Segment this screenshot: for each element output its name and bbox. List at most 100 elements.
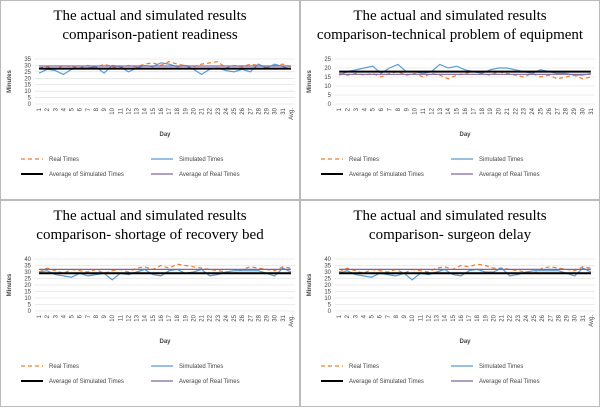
y-tick-label: 20	[24, 76, 31, 82]
x-tick-label: 17	[467, 314, 473, 321]
x-tick-label: 1	[337, 314, 343, 318]
y-tick-label: 30	[24, 63, 31, 69]
chart-panel: The actual and simulated results compari…	[0, 0, 300, 200]
x-tick-label: 18	[480, 107, 486, 114]
x-tick-label: 15	[451, 314, 457, 321]
legend-label: Simulated Times	[179, 364, 223, 370]
x-tick-label: 11	[421, 107, 427, 114]
y-tick-label: 35	[24, 264, 31, 270]
legend-label: Real Times	[349, 364, 379, 370]
legend-label: Simulated Times	[179, 157, 223, 163]
x-tick-label: 7	[388, 107, 394, 111]
x-tick-label: 26	[547, 107, 553, 114]
series-line	[339, 70, 591, 80]
x-tick-label: 18	[175, 314, 181, 321]
x-tick-label: 17	[167, 314, 173, 321]
y-tick-label: 10	[324, 84, 331, 90]
x-tick-label: 31	[589, 107, 595, 114]
x-tick-label: 23	[216, 107, 222, 114]
x-tick-label: 6	[78, 314, 84, 318]
series-line	[338, 263, 592, 274]
x-tick-label: 14	[443, 314, 449, 321]
series-line	[38, 263, 292, 274]
x-tick-label: 13	[135, 107, 141, 114]
x-tick-label: 5	[70, 314, 76, 318]
x-tick-label: 23	[216, 314, 222, 321]
x-tick-label: 24	[524, 314, 530, 321]
x-tick-label: 6	[78, 107, 84, 111]
y-tick-label: 35	[24, 57, 31, 63]
x-tick-label: 31	[281, 314, 287, 321]
x-tick-label: 20	[497, 107, 503, 114]
x-tick-label: 21	[500, 314, 506, 321]
x-tick-label: 23	[522, 107, 528, 114]
x-tick-label: 2	[45, 107, 51, 111]
x-tick-label: 9	[102, 314, 108, 318]
y-tick-label: 20	[24, 283, 31, 289]
y-axis-label: Minutes	[7, 273, 13, 296]
x-tick-label: 5	[70, 107, 76, 111]
x-tick-label: 3	[354, 107, 360, 111]
y-tick-label: 0	[28, 309, 32, 315]
y-axis-label: Minutes	[307, 70, 313, 93]
y-tick-label: 35	[324, 264, 331, 270]
y-tick-label: 10	[324, 296, 331, 302]
chart-title: The actual and simulated results compari…	[53, 8, 247, 43]
x-tick-label: 23	[516, 314, 522, 321]
y-tick-label: 0	[328, 102, 332, 108]
y-tick-label: 0	[328, 309, 332, 315]
x-tick-label: 1	[37, 107, 43, 111]
x-tick-label: 10	[110, 314, 116, 321]
y-tick-label: 15	[324, 290, 331, 296]
x-tick-label: Avg.	[289, 315, 295, 327]
x-tick-label: 22	[508, 314, 514, 321]
x-tick-label: 30	[273, 107, 279, 114]
x-tick-label: 3	[53, 314, 59, 318]
x-tick-label: 22	[208, 314, 214, 321]
x-axis-label: Day	[159, 339, 171, 345]
y-tick-label: 20	[324, 66, 331, 72]
y-tick-label: 15	[24, 290, 31, 296]
x-tick-label: 29	[565, 314, 571, 321]
x-tick-label: 31	[281, 107, 287, 114]
x-tick-label: 7	[86, 107, 92, 111]
x-tick-label: 29	[265, 314, 271, 321]
x-tick-label: 11	[118, 107, 124, 114]
x-tick-label: 4	[361, 314, 367, 318]
x-tick-label: 8	[396, 107, 402, 111]
y-axis-label: Minutes	[307, 273, 313, 296]
x-tick-label: 4	[362, 107, 368, 111]
x-axis-label: Day	[159, 132, 171, 138]
x-tick-label: 8	[94, 314, 100, 318]
x-tick-label: 5	[371, 107, 377, 111]
x-tick-label: 29	[572, 107, 578, 114]
x-tick-label: 20	[491, 314, 497, 321]
x-tick-label: 15	[151, 107, 157, 114]
x-tick-label: 19	[488, 107, 494, 114]
x-axis-label: Day	[459, 132, 471, 138]
x-tick-label: 15	[455, 107, 461, 114]
legend-label: Real Times	[349, 157, 379, 163]
x-tick-label: Avg.	[589, 315, 595, 327]
x-tick-label: 28	[556, 314, 562, 321]
y-tick-label: 5	[328, 93, 332, 99]
x-tick-label: 26	[240, 314, 246, 321]
x-tick-label: 19	[483, 314, 489, 321]
x-tick-label: 8	[394, 314, 400, 318]
x-tick-label: 8	[94, 107, 100, 111]
x-tick-label: 20	[191, 107, 197, 114]
x-tick-label: 25	[532, 314, 538, 321]
x-tick-label: Avg.	[289, 108, 295, 120]
x-tick-label: 14	[143, 107, 149, 114]
x-tick-label: 17	[167, 107, 173, 114]
legend-label: Average of Real Times	[479, 172, 540, 178]
x-tick-label: 6	[379, 107, 385, 111]
x-tick-label: 22	[513, 107, 519, 114]
x-tick-label: 9	[102, 107, 108, 111]
y-tick-label: 25	[324, 277, 331, 283]
x-tick-label: 1	[37, 314, 43, 318]
x-tick-label: 9	[402, 314, 408, 318]
x-tick-label: 6	[378, 314, 384, 318]
